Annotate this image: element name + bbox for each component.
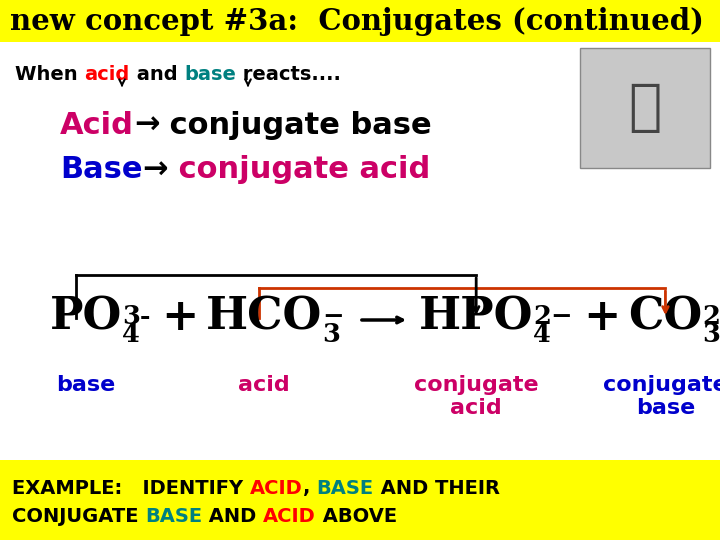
Text: ACID: ACID <box>264 507 316 525</box>
Text: 👤: 👤 <box>629 81 662 135</box>
Text: →: → <box>143 156 168 185</box>
Text: −: − <box>323 304 344 329</box>
Text: conjugate: conjugate <box>414 375 539 395</box>
Text: PO: PO <box>50 296 122 339</box>
Text: CO: CO <box>629 296 703 339</box>
Text: 4: 4 <box>122 322 140 347</box>
Text: BASE: BASE <box>317 478 374 497</box>
Bar <box>580 48 710 168</box>
Text: HPO: HPO <box>419 296 534 339</box>
Text: acid: acid <box>84 65 130 84</box>
Text: ,: , <box>302 478 317 497</box>
Text: AND THEIR: AND THEIR <box>374 478 500 497</box>
Text: base: base <box>636 398 695 418</box>
Text: 3: 3 <box>323 322 341 347</box>
Bar <box>0 460 720 540</box>
Text: 3: 3 <box>703 322 720 347</box>
Text: When: When <box>15 65 84 84</box>
Text: acid: acid <box>238 375 290 395</box>
Text: BASE: BASE <box>145 507 202 525</box>
Text: reacts....: reacts.... <box>236 65 341 84</box>
Text: base: base <box>184 65 236 84</box>
Text: 3-: 3- <box>122 304 150 329</box>
Text: base: base <box>56 375 116 395</box>
Text: Acid: Acid <box>60 111 134 139</box>
Text: and: and <box>130 65 184 84</box>
Text: conjugate: conjugate <box>603 375 720 395</box>
Text: CONJUGATE: CONJUGATE <box>12 507 145 525</box>
Text: HCO: HCO <box>206 296 323 339</box>
Text: →: → <box>134 111 159 139</box>
Text: acid: acid <box>450 398 502 418</box>
Text: AND: AND <box>202 507 264 525</box>
Text: conjugate base: conjugate base <box>159 111 432 139</box>
Text: EXAMPLE:   IDENTIFY: EXAMPLE: IDENTIFY <box>12 478 250 497</box>
Bar <box>0 0 720 42</box>
Text: Base: Base <box>60 156 143 185</box>
Text: 4: 4 <box>534 322 551 347</box>
Text: +: + <box>161 296 198 339</box>
Text: +: + <box>583 296 621 339</box>
Text: ABOVE: ABOVE <box>316 507 397 525</box>
Text: conjugate acid: conjugate acid <box>168 156 431 185</box>
Text: 2−: 2− <box>703 304 720 329</box>
Text: 2−: 2− <box>534 304 573 329</box>
Text: new concept #3a:  Conjugates (continued): new concept #3a: Conjugates (continued) <box>10 6 704 36</box>
Text: ACID: ACID <box>250 478 302 497</box>
